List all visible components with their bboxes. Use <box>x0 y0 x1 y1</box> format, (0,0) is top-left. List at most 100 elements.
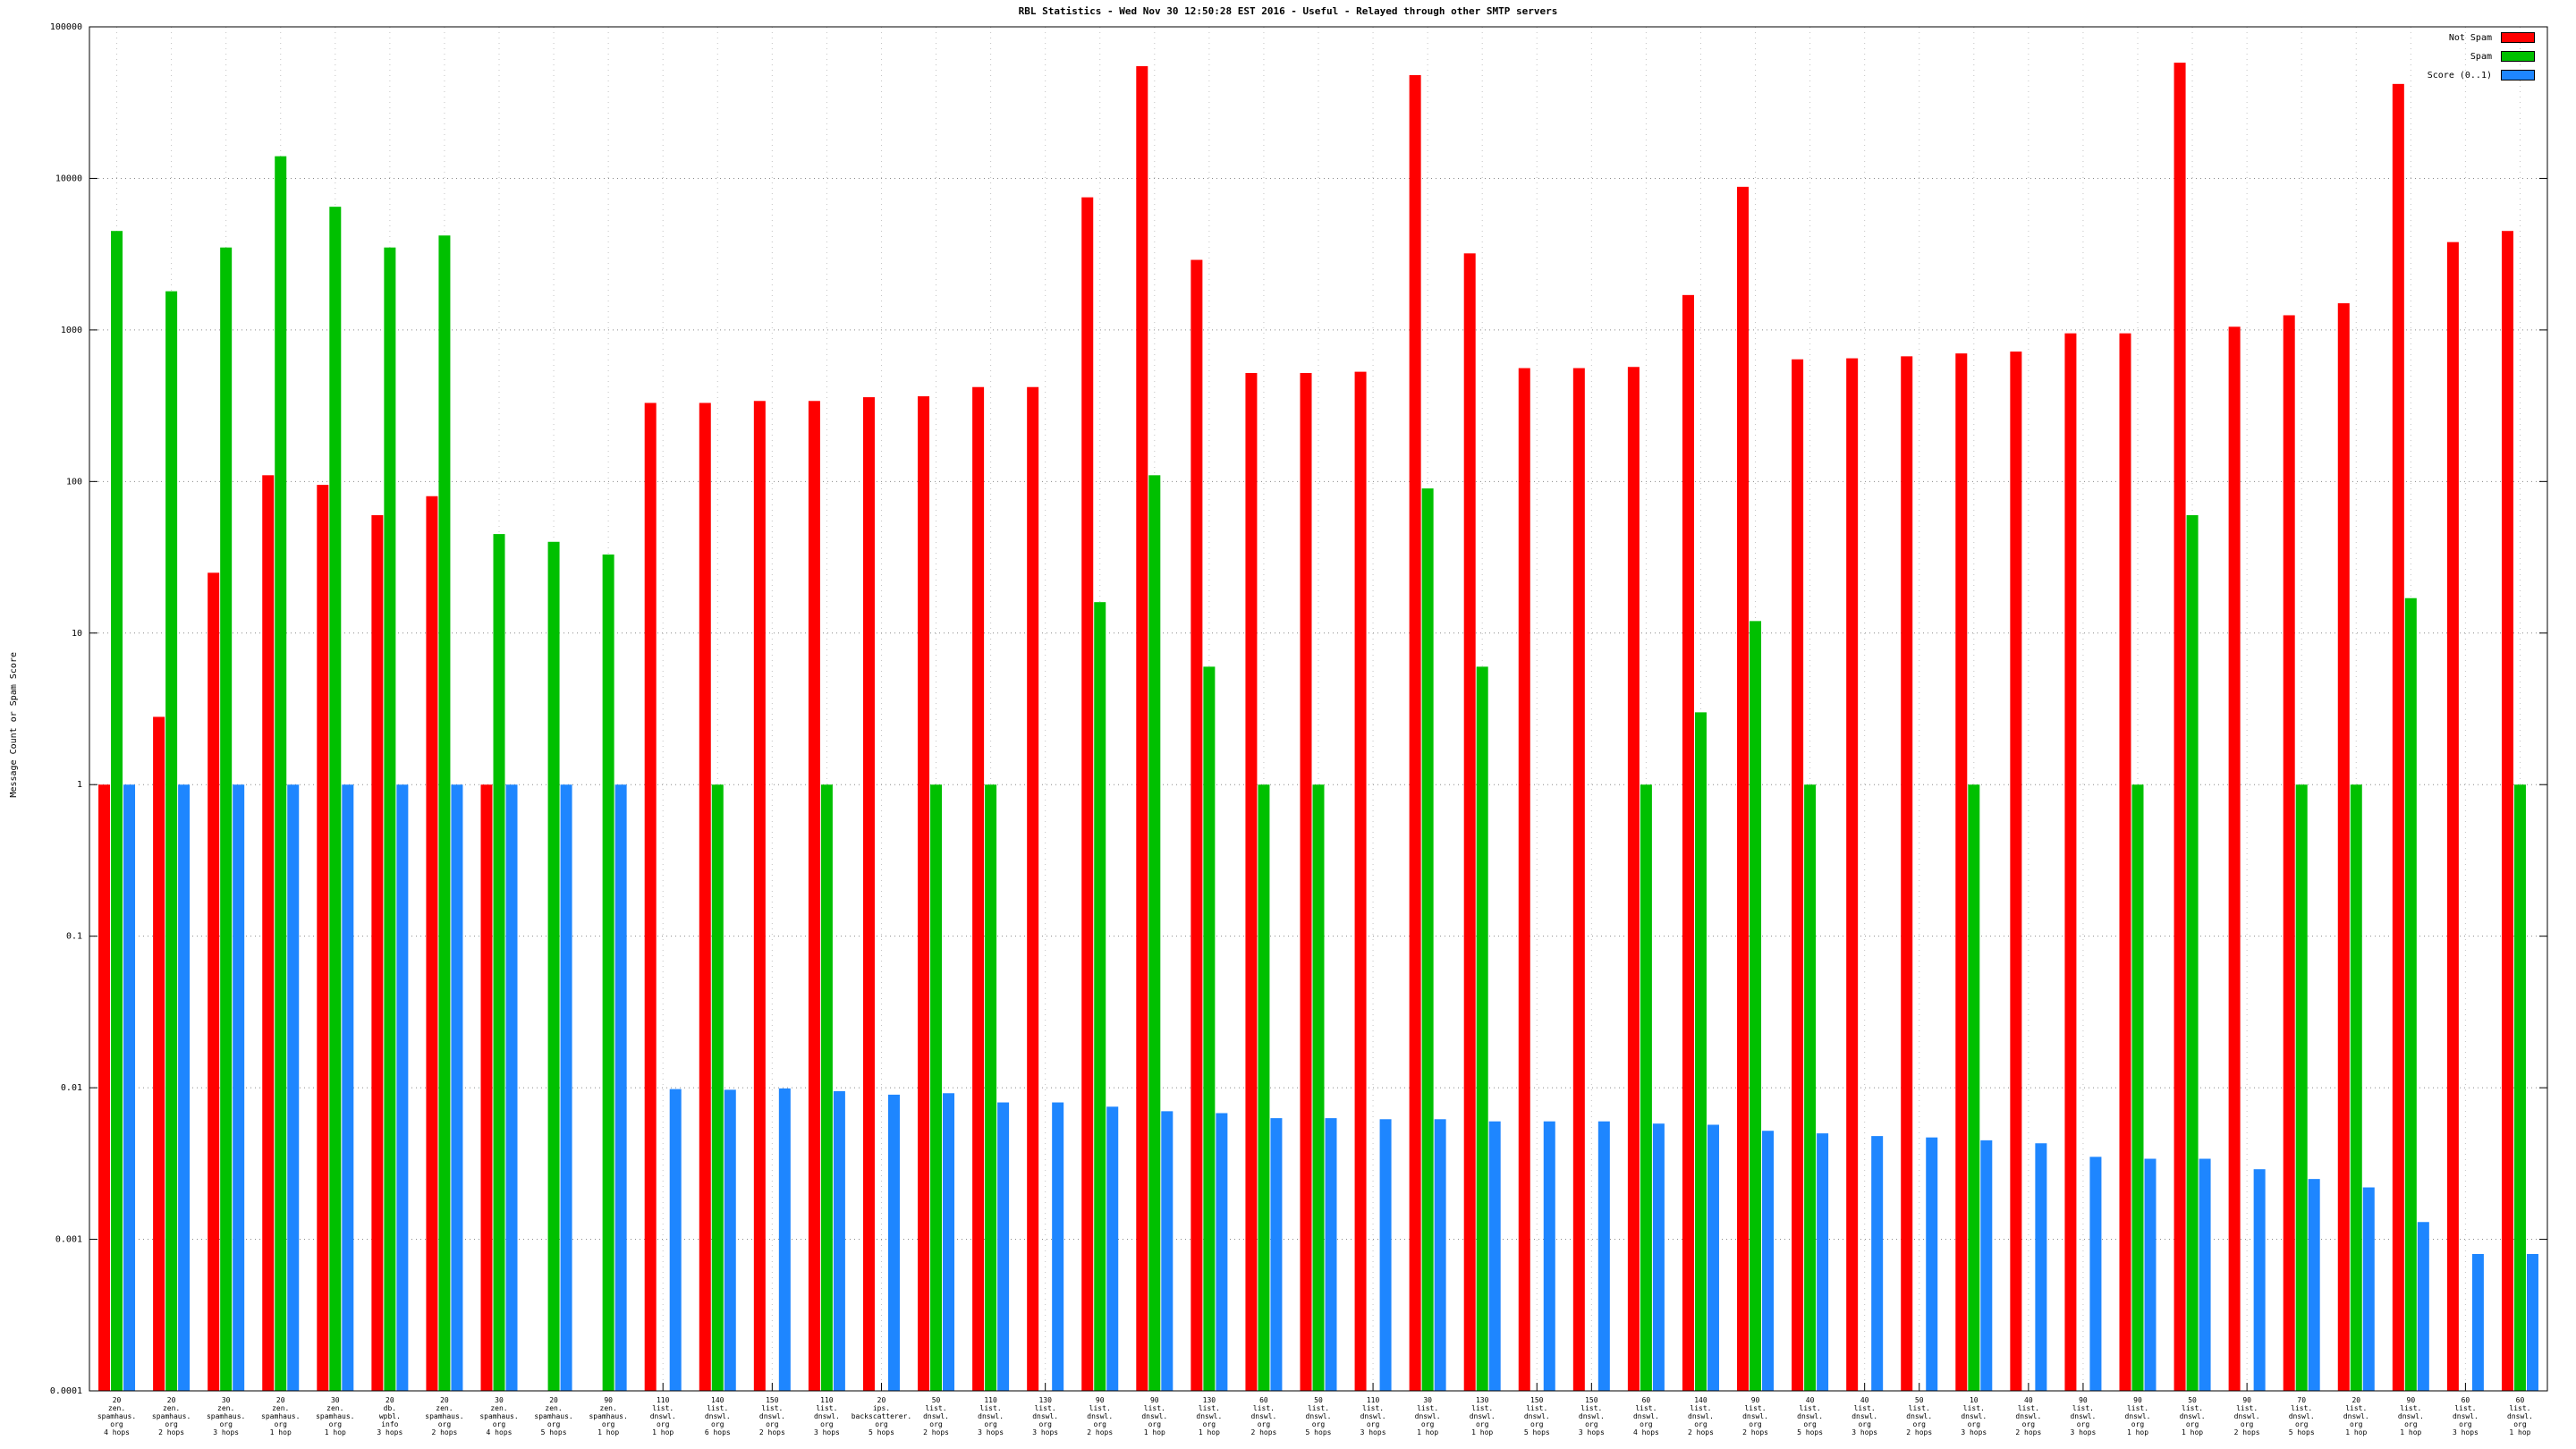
x-tick-label: 30 zen. spamhaus. org 1 hop <box>316 1396 354 1436</box>
bar-score <box>123 784 136 1391</box>
bar-spam <box>1804 784 1817 1391</box>
bar-spam <box>1148 475 1161 1391</box>
x-tick-label: 20 zen. spamhaus. org 1 hop <box>261 1396 300 1436</box>
bar-not-spam <box>1136 65 1148 1392</box>
bar-score <box>1216 1113 1228 1391</box>
x-tick-label: 30 zen. spamhaus. org 3 hops <box>207 1396 245 1436</box>
bar-not-spam <box>1792 359 1804 1392</box>
x-tick-label: 50 list. dnswl. org 1 hop <box>2180 1396 2206 1436</box>
bar-spam <box>493 534 505 1391</box>
bar-score <box>342 784 354 1391</box>
bar-spam <box>1312 784 1325 1391</box>
x-tick-label: 150 list. dnswl. org 2 hops <box>759 1396 785 1436</box>
x-tick-label: 70 list. dnswl. org 5 hops <box>2289 1396 2315 1436</box>
x-tick-label: 150 list. dnswl. org 3 hops <box>1579 1396 1605 1436</box>
bar-score <box>2035 1143 2047 1391</box>
bar-spam <box>1094 602 1106 1391</box>
bar-not-spam <box>1518 368 1530 1391</box>
x-tick-label: 50 list. dnswl. org 5 hops <box>1306 1396 1332 1436</box>
legend-swatch-spam <box>2501 51 2535 62</box>
bar-not-spam <box>317 485 329 1391</box>
bar-score <box>2471 1253 2484 1391</box>
chart-title: RBL Statistics - Wed Nov 30 12:50:28 EST… <box>1018 5 1558 17</box>
x-tick-label: 50 list. dnswl. org 2 hops <box>1906 1396 1932 1436</box>
x-tick-label: 110 list. dnswl. org 3 hops <box>1360 1396 1386 1436</box>
legend-label-score: Score (0..1) <box>2427 70 2492 80</box>
bar-score <box>1597 1121 1610 1391</box>
x-tick-label: 30 list. dnswl. org 1 hop <box>1415 1396 1441 1436</box>
bar-spam <box>220 247 233 1392</box>
bar-spam <box>2350 784 2362 1391</box>
bar-score <box>2144 1158 2157 1391</box>
legend-item-spam: Spam <box>2428 51 2535 62</box>
x-tick-label: 60 list. dnswl. org 4 hops <box>1633 1396 1659 1436</box>
bar-score <box>778 1088 791 1391</box>
bar-score <box>2526 1253 2538 1391</box>
legend-item-score: Score (0..1) <box>2428 70 2535 80</box>
bar-spam <box>602 554 614 1391</box>
x-tick-label: 90 list. dnswl. org 1 hop <box>1141 1396 1167 1436</box>
x-tick-label: 20 zen. spamhaus. org 5 hops <box>534 1396 572 1436</box>
bar-not-spam <box>918 396 930 1391</box>
bar-not-spam <box>2228 326 2241 1391</box>
x-tick-label: 130 list. dnswl. org 1 hop <box>1196 1396 1222 1436</box>
bar-spam <box>2186 514 2199 1391</box>
bar-not-spam <box>644 402 657 1392</box>
bar-not-spam <box>1191 259 1203 1391</box>
x-tick-label: 150 list. dnswl. org 5 hops <box>1524 1396 1550 1436</box>
bar-not-spam <box>2337 303 2350 1391</box>
bar-score <box>1052 1102 1064 1391</box>
bar-not-spam <box>208 572 220 1391</box>
bar-not-spam <box>1901 356 1913 1391</box>
bar-score <box>614 784 627 1391</box>
bar-score <box>724 1089 736 1391</box>
x-tick-label: 130 list. dnswl. org 3 hops <box>1032 1396 1058 1436</box>
bar-score <box>1434 1119 1446 1391</box>
bar-not-spam <box>753 401 766 1391</box>
bar-score <box>2253 1169 2266 1391</box>
bar-spam <box>1750 621 1762 1391</box>
bar-spam <box>1258 784 1270 1391</box>
bar-not-spam <box>1354 371 1367 1391</box>
bar-score <box>287 784 300 1391</box>
bar-spam <box>2131 784 2144 1391</box>
y-tick-label: 1000 <box>61 326 82 335</box>
x-tick-label: 110 list. dnswl. org 1 hop <box>650 1396 676 1436</box>
bar-not-spam <box>371 514 384 1391</box>
x-tick-label: 20 zen. spamhaus. org 4 hops <box>97 1396 136 1436</box>
bar-spam <box>2404 597 2417 1391</box>
x-tick-label: 90 list. dnswl. org 2 hops <box>1742 1396 1768 1436</box>
bar-score <box>1762 1131 1775 1391</box>
bar-not-spam <box>2392 83 2404 1392</box>
bar-not-spam <box>2064 333 2077 1391</box>
x-tick-label: 40 list. dnswl. org 5 hops <box>1797 1396 1823 1436</box>
bar-spam <box>985 784 997 1391</box>
bar-spam <box>165 291 178 1391</box>
bar-not-spam <box>1027 386 1039 1392</box>
x-tick-label: 90 list. dnswl. org 2 hops <box>1087 1396 1113 1436</box>
bar-spam <box>820 784 833 1391</box>
bar-score <box>1980 1140 1993 1391</box>
bar-not-spam <box>1081 197 1094 1392</box>
x-tick-label: 90 list. dnswl. org 1 hop <box>2125 1396 2151 1436</box>
bar-not-spam <box>153 716 165 1391</box>
bar-not-spam <box>699 402 711 1392</box>
bar-score <box>2417 1222 2429 1391</box>
y-tick-label: 10000 <box>55 174 82 183</box>
bar-not-spam <box>2446 242 2459 1391</box>
bar-not-spam <box>480 784 493 1391</box>
x-tick-label: 140 list. dnswl. org 2 hops <box>1688 1396 1714 1436</box>
bar-score <box>1707 1124 1719 1391</box>
legend-item-not-spam: Not Spam <box>2428 32 2535 43</box>
bar-spam <box>1476 666 1488 1391</box>
bar-not-spam <box>1245 373 1258 1391</box>
bar-score <box>1817 1133 1829 1391</box>
x-tick-label: 110 list. dnswl. org 3 hops <box>978 1396 1004 1436</box>
bar-not-spam <box>98 784 111 1391</box>
y-tick-label: 1 <box>77 780 82 790</box>
x-tick-label: 60 list. dnswl. org 2 hops <box>1250 1396 1276 1436</box>
bar-score <box>396 784 409 1391</box>
bar-not-spam <box>862 397 875 1391</box>
bar-spam <box>1640 784 1652 1391</box>
